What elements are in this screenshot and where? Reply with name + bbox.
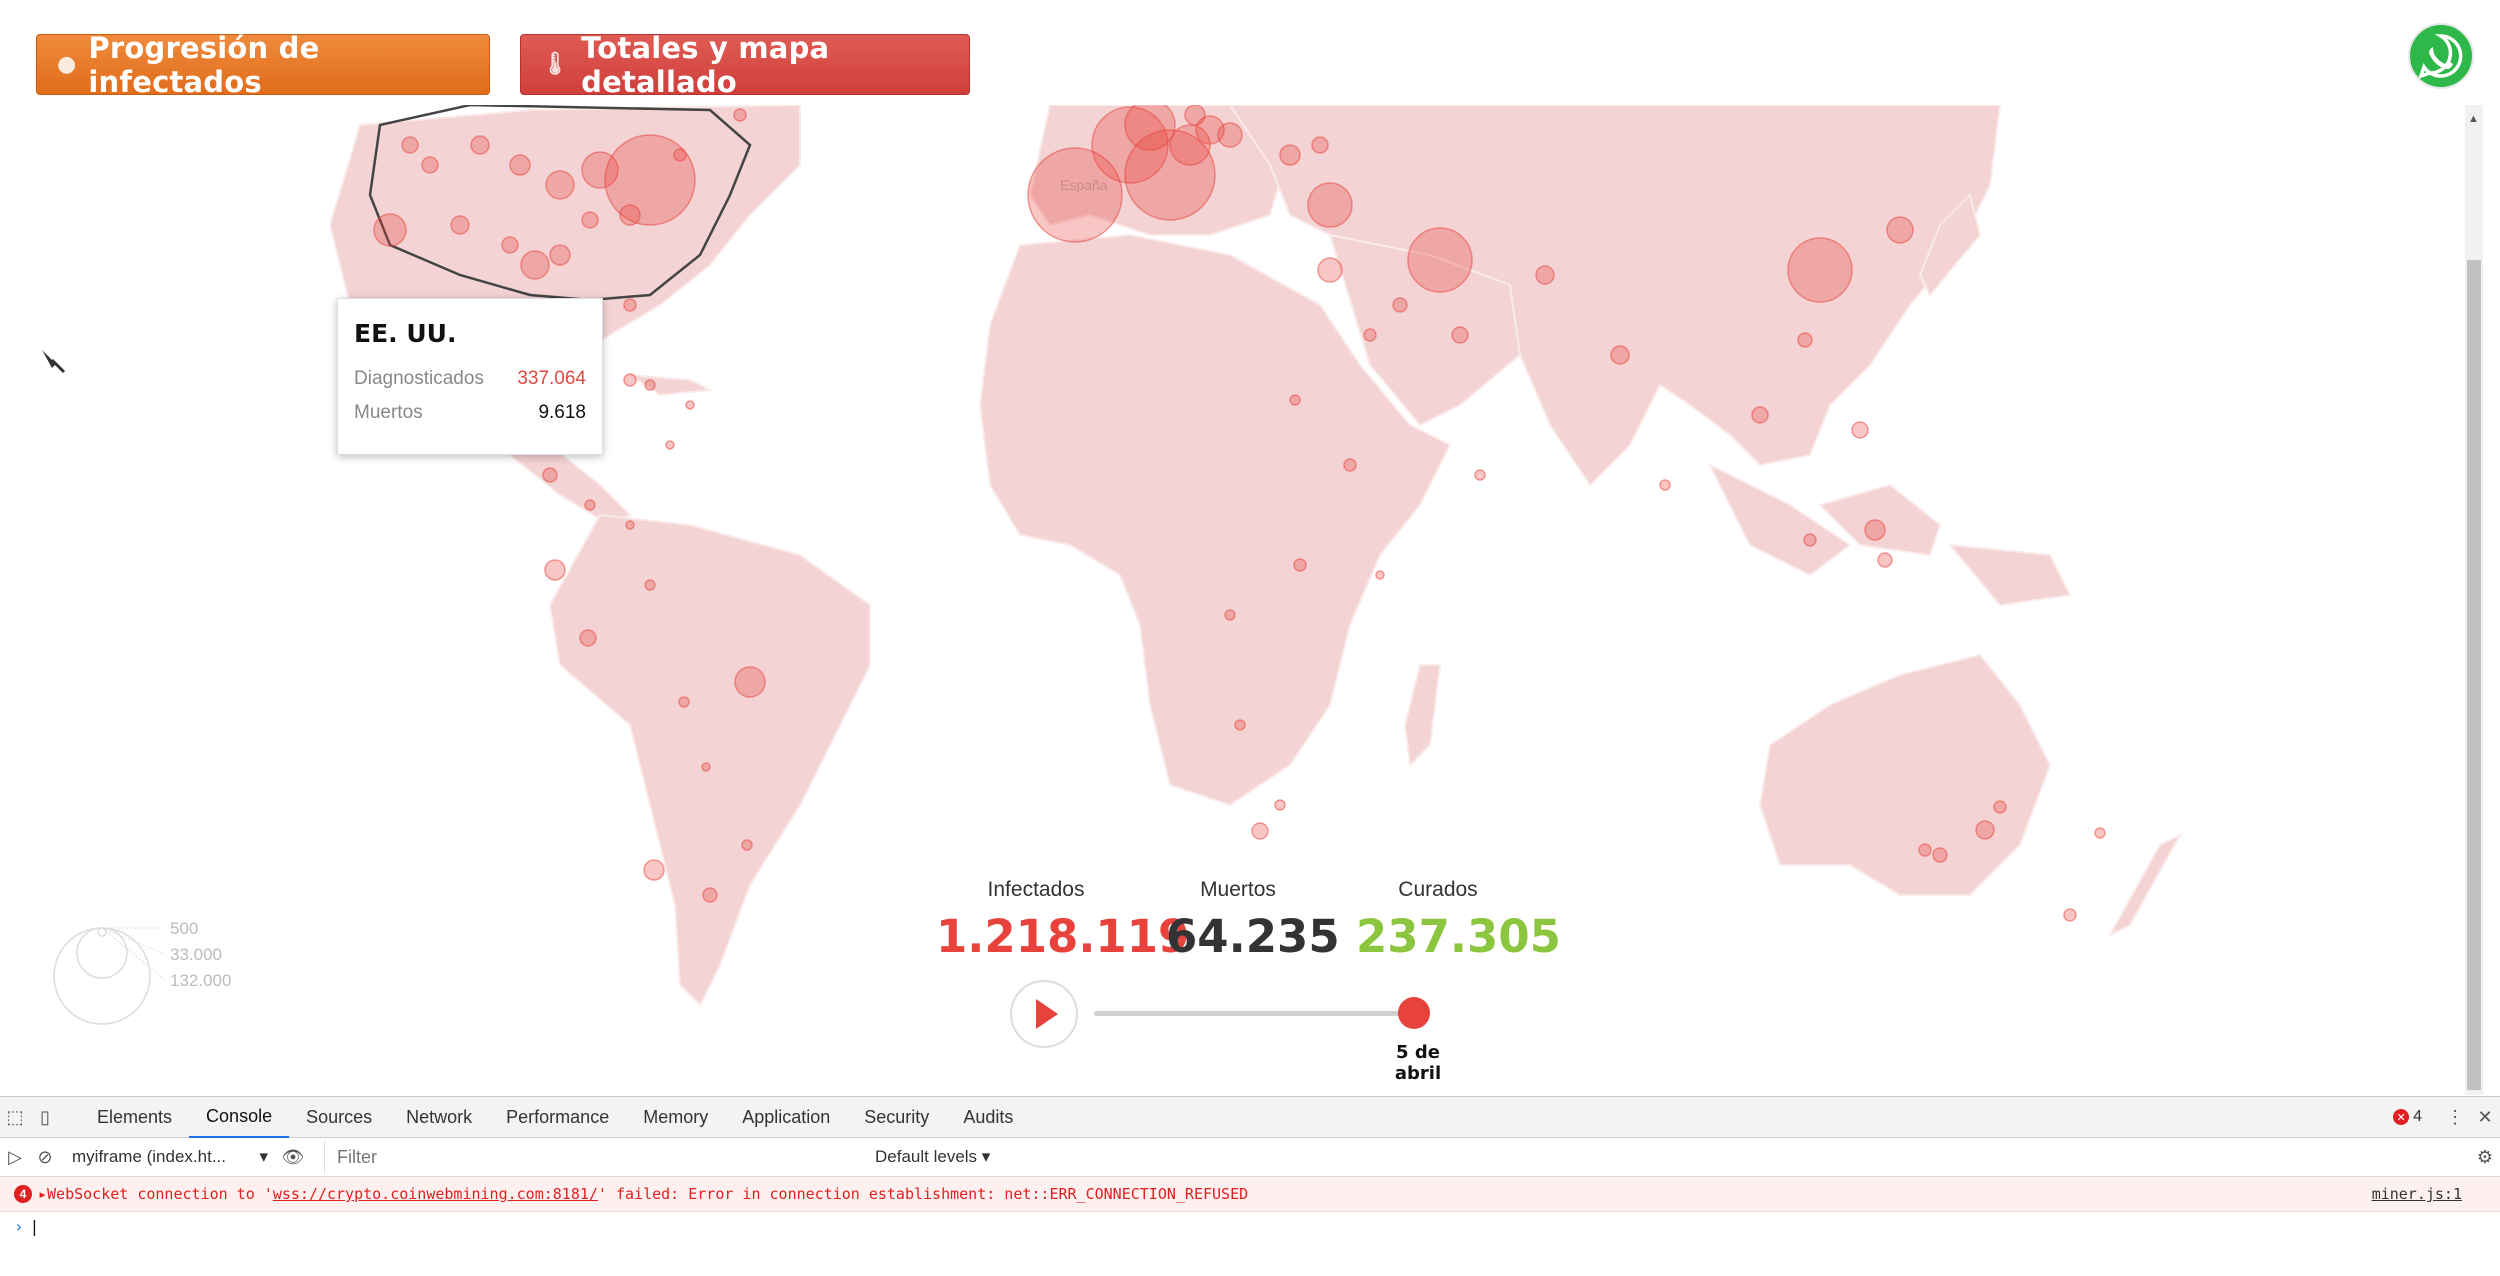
deaths-stat: Muertos 64.235 [1166,878,1340,963]
tab-security[interactable]: Security [864,1107,930,1127]
error-icon: ✕ [2393,1109,2410,1125]
totals-button-label: Totales y mapa detallado [581,30,830,99]
progression-button[interactable]: ● Progresión de infectados [36,31,490,99]
sidebar-toggle-icon[interactable]: ▷ [8,1146,22,1167]
error-badge: 4 [14,1185,32,1203]
log-levels-select[interactable]: Default levels ▾ [875,1147,991,1166]
play-icon [1036,999,1058,1029]
size-legend: 500 33.000 132.000 [53,920,231,1025]
infected-value: 1.218.119 [936,910,1190,963]
close-icon[interactable]: ✕ [2477,1106,2493,1127]
deaths-stat-value: 64.235 [1166,910,1340,963]
tab-elements[interactable]: Elements [97,1107,173,1127]
tab-application[interactable]: Application [742,1107,831,1127]
totals-map-button[interactable]: 🌡 Totales y mapa detallado [520,31,970,99]
spain-label: España [1060,177,1108,193]
error-source-link[interactable]: miner.js:1 [2371,1185,2462,1203]
tab-audits[interactable]: Audits [963,1107,1014,1127]
tab-sources[interactable]: Sources [306,1107,373,1127]
date-line-1: 5 de [1396,1042,1440,1063]
settings-gear-icon[interactable]: ⚙ [2476,1146,2494,1167]
whatsapp-share-icon[interactable] [2407,22,2475,90]
console-error-message[interactable]: 4 ▸ WebSocket connection to ' wss://crypt… [0,1177,2500,1212]
error-count-value: 4 [2413,1108,2422,1125]
timeline-knob[interactable] [1398,997,1430,1029]
error-url-link[interactable]: wss://crypto.coinwebmining.com:8181/ [272,1185,598,1203]
paint-brush-icon [42,350,66,374]
console-toolbar: ▷ ⊘ myiframe (index.ht... ▾ 👁 Default le… [0,1138,2500,1177]
error-text-post: ' failed: Error in connection establishm… [597,1185,1249,1203]
tooltip-deaths-row: Muertos 9.618 [354,402,586,424]
clear-console-icon[interactable]: ⊘ [37,1146,53,1167]
bubbles [373,105,2106,922]
cured-label: Curados [1398,878,1478,901]
tooltip-diagnosed-row: Diagnosticados 337.064 [354,368,586,390]
thermometer-icon: 🌡 [541,52,570,77]
legend-value: 132.000 [170,971,231,990]
legend-value: 500 [170,920,198,938]
deaths-label: Muertos [354,402,423,423]
progression-button-label: Progresión de infectados [88,30,320,99]
context-select[interactable]: myiframe (index.ht... ▾ [72,1147,268,1167]
eye-icon[interactable]: 👁 [281,1146,305,1167]
country-tooltip: EE. UU. Diagnosticados 337.064 Muertos 9… [337,298,603,455]
globe-icon: ● [57,52,77,77]
chevron-down-icon: ▾ [259,1147,268,1166]
scrollbar-thumb[interactable] [2467,260,2481,1090]
world-map[interactable]: España [330,105,2330,1025]
infected-label: Infectados [987,878,1085,901]
prompt-chevron-icon: › [14,1216,24,1236]
deaths-stat-label: Muertos [1200,878,1276,901]
timeline-date: 5 de abril [1380,1042,1456,1084]
tab-performance[interactable]: Performance [506,1107,610,1127]
tab-memory[interactable]: Memory [643,1107,709,1127]
more-options-icon[interactable]: ⋮ [2446,1106,2464,1127]
inspect-element-icon[interactable]: ⬚ [6,1106,24,1127]
device-toolbar-icon[interactable]: ▯ [40,1106,50,1127]
diagnosed-value: 337.064 [517,368,586,389]
date-line-2: abril [1394,1063,1442,1084]
tooltip-title: EE. UU. [354,319,457,348]
usa-outline [368,105,752,302]
legend-value: 33.000 [170,945,222,964]
tab-console[interactable]: Console [189,1096,290,1138]
expand-triangle-icon[interactable]: ▸ [38,1185,48,1203]
deaths-value: 9.618 [538,402,586,423]
continents [330,105,2183,1007]
tab-network[interactable]: Network [406,1107,473,1127]
scroll-up-icon[interactable]: ▲ [2468,113,2479,125]
cured-stat: Curados 237.305 [1356,878,1561,963]
devtools-panel: ⬚ ▯ Elements Console Sources Network Per… [0,1096,2500,1276]
timeline-track[interactable] [1094,1011,1414,1016]
diagnosed-label: Diagnosticados [354,368,484,389]
error-text-pre: WebSocket connection to ' [47,1185,273,1203]
devtools-tabbar: ⬚ ▯ Elements Console Sources Network Per… [0,1097,2500,1138]
console-filter-input[interactable] [324,1141,865,1173]
page-scrollbar[interactable]: ▲ [2465,105,2483,1095]
console-prompt[interactable]: › | [14,1216,40,1236]
error-count[interactable]: ✕ 4 [2393,1108,2422,1126]
infected-stat: Infectados 1.218.119 [936,878,1190,963]
context-select-value: myiframe (index.ht... [72,1147,226,1166]
play-button[interactable] [1010,980,1078,1048]
cured-value: 237.305 [1356,910,1561,963]
